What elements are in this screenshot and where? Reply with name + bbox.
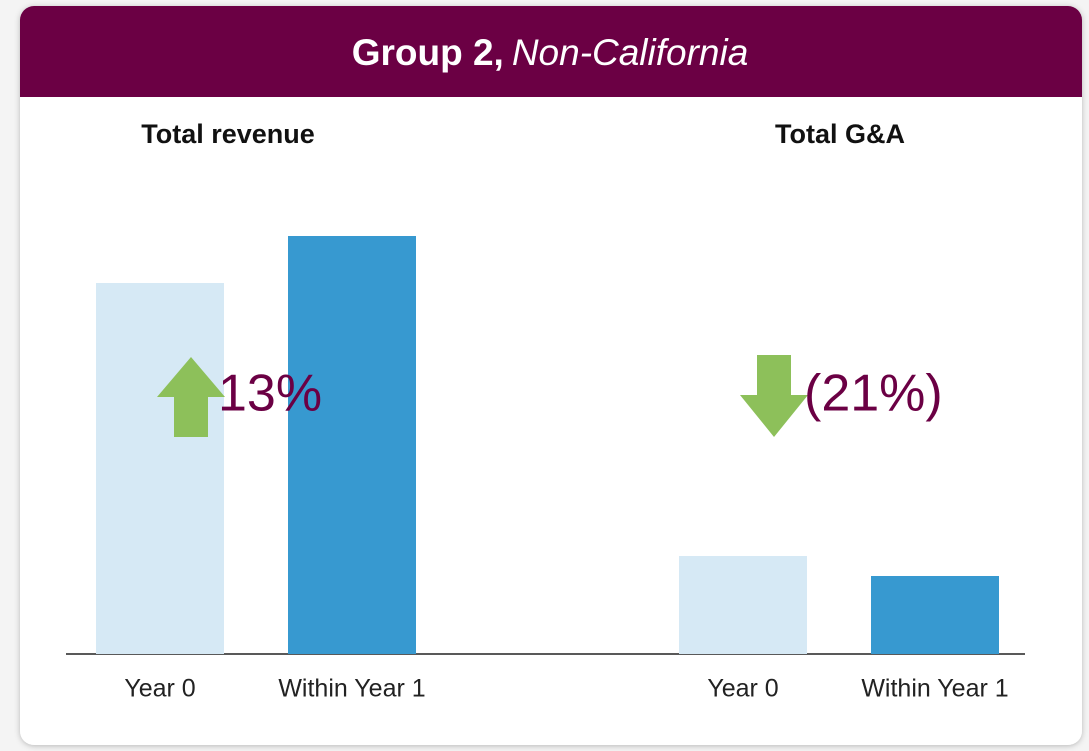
bar: [679, 556, 807, 654]
chart-title: Total G&A: [775, 119, 905, 149]
card: [20, 6, 1082, 745]
x-tick-label: Year 0: [707, 675, 778, 703]
arrow-up: [157, 357, 225, 437]
header-title: Group 2, Non-California: [352, 32, 749, 73]
arrow-down: [740, 355, 808, 437]
bar: [96, 283, 224, 654]
chart-title: Total revenue: [141, 119, 315, 149]
bar: [871, 576, 999, 654]
title-italic: Non-California: [512, 32, 749, 73]
annotation: 13%: [218, 365, 322, 423]
x-tick-label: Within Year 1: [861, 675, 1008, 703]
header-band: [20, 6, 1082, 97]
title-bold: Group 2,: [352, 32, 504, 73]
x-tick-label: Year 0: [124, 675, 195, 703]
bar: [288, 236, 416, 654]
x-tick-label: Within Year 1: [278, 675, 425, 703]
annotation: (21%): [804, 365, 943, 423]
